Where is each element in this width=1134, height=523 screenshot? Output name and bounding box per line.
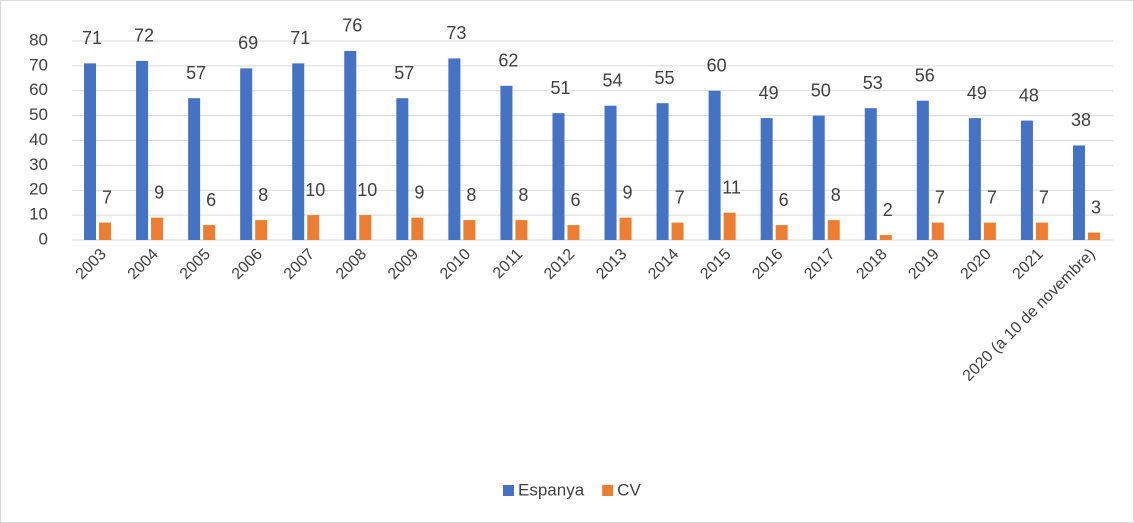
- data-label: 71: [290, 28, 310, 48]
- bar: [671, 222, 684, 240]
- y-tick-label: 40: [29, 130, 48, 149]
- y-tick-label: 80: [29, 30, 48, 49]
- bar: [656, 103, 669, 240]
- data-label: 7: [102, 187, 112, 207]
- bar: [84, 63, 97, 241]
- data-label: 55: [655, 68, 675, 88]
- data-label: 51: [550, 78, 570, 98]
- bar: [151, 217, 164, 240]
- bar: [359, 215, 372, 240]
- legend-swatch: [503, 485, 514, 496]
- bar: [567, 225, 580, 240]
- bar: [968, 118, 981, 240]
- bar: [864, 108, 877, 240]
- data-label: 6: [779, 190, 789, 210]
- bar: [1087, 232, 1100, 240]
- y-tick-label: 20: [29, 180, 48, 199]
- y-tick-label: 30: [29, 155, 48, 174]
- bar: [411, 217, 424, 240]
- bar: [775, 225, 788, 240]
- bar: [515, 220, 528, 240]
- data-label: 10: [357, 180, 377, 200]
- data-label: 3: [1091, 197, 1101, 217]
- bar: [240, 68, 253, 240]
- data-label: 72: [134, 26, 154, 46]
- bar: [307, 215, 320, 240]
- y-tick-label: 0: [39, 229, 48, 248]
- y-tick-label: 60: [29, 80, 48, 99]
- bar: [812, 115, 825, 240]
- data-label: 60: [707, 56, 727, 76]
- data-label: 10: [305, 180, 325, 200]
- data-label: 9: [154, 182, 164, 202]
- y-tick-label: 10: [29, 205, 48, 224]
- y-tick-label: 70: [29, 55, 48, 74]
- bar: [99, 222, 112, 240]
- data-label: 11: [722, 177, 741, 197]
- data-label: 56: [915, 65, 935, 85]
- bar: [203, 225, 216, 240]
- bar: [500, 85, 513, 241]
- data-label: 48: [1019, 85, 1039, 105]
- bar: [723, 212, 736, 240]
- legend-swatch: [602, 485, 614, 496]
- data-label: 71: [82, 28, 102, 48]
- data-label: 9: [623, 182, 633, 202]
- bar: [827, 220, 840, 240]
- bar: [448, 58, 461, 240]
- data-label: 2: [883, 200, 893, 220]
- data-label: 53: [863, 73, 883, 93]
- legend-label: Espanya: [518, 480, 585, 499]
- data-label: 57: [186, 63, 206, 83]
- y-tick-label: 50: [29, 105, 48, 124]
- bar: [1072, 145, 1085, 240]
- data-label: 7: [987, 187, 997, 207]
- bar: [463, 220, 476, 240]
- bar: [292, 63, 305, 241]
- data-label: 57: [394, 63, 414, 83]
- data-label: 76: [342, 16, 362, 36]
- data-label: 54: [603, 70, 623, 90]
- data-label: 73: [446, 23, 466, 43]
- data-label: 8: [466, 185, 476, 205]
- data-label: 8: [258, 185, 268, 205]
- bar: [760, 118, 773, 240]
- bar: [604, 105, 617, 240]
- bar: [344, 50, 357, 241]
- bar: [879, 235, 892, 240]
- data-label: 7: [675, 187, 685, 207]
- bar: [1035, 222, 1048, 240]
- data-label: 8: [831, 185, 841, 205]
- data-label: 50: [811, 80, 831, 100]
- data-label: 49: [759, 83, 779, 103]
- data-label: 7: [1039, 187, 1049, 207]
- data-label: 6: [206, 190, 216, 210]
- bar: [916, 100, 929, 240]
- bar: [931, 222, 944, 240]
- data-label: 6: [570, 190, 580, 210]
- data-label: 7: [935, 187, 945, 207]
- bar: [983, 222, 996, 240]
- data-label: 62: [498, 51, 518, 71]
- data-label: 9: [414, 182, 424, 202]
- legend-label: CV: [617, 480, 641, 499]
- data-label: 69: [238, 33, 258, 53]
- data-label: 49: [967, 83, 987, 103]
- bar: [188, 98, 201, 241]
- data-label: 38: [1071, 110, 1091, 130]
- data-label: 8: [518, 185, 528, 205]
- bar: [708, 90, 721, 240]
- bar: [255, 220, 268, 240]
- bar: [619, 217, 632, 240]
- bar: [552, 113, 565, 240]
- bar: [1020, 120, 1033, 240]
- bar: [396, 98, 409, 241]
- bar: [136, 60, 149, 241]
